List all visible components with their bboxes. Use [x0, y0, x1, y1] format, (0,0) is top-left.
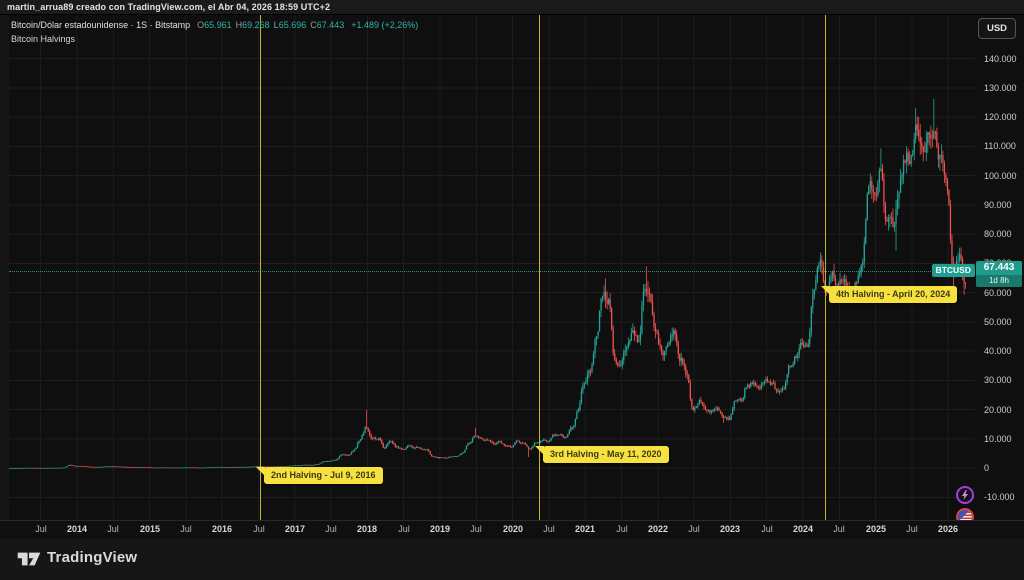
grid-lines: [9, 15, 975, 520]
time-tick: Jul: [107, 524, 119, 534]
time-tick: 2021: [574, 524, 596, 534]
close-label: C: [310, 20, 317, 30]
time-tick: 2023: [719, 524, 741, 534]
footer-bar: TradingView: [0, 537, 1024, 580]
tradingview-wordmark[interactable]: TradingView: [47, 549, 138, 566]
time-tick: 2026: [937, 524, 959, 534]
time-tick: Jul: [688, 524, 700, 534]
low-label: L: [273, 20, 279, 30]
halving-line[interactable]: [825, 15, 826, 532]
chart-pane[interactable]: 2nd Halving - Jul 9, 2016 3rd Halving - M…: [0, 15, 1024, 532]
price-tick: 90.000: [984, 199, 1012, 210]
time-tick: 2025: [865, 524, 887, 534]
price-tick: 100.000: [984, 170, 1017, 181]
time-tick: 2016: [211, 524, 233, 534]
time-tick: 2014: [66, 524, 88, 534]
tradingview-logo-icon[interactable]: [17, 550, 41, 573]
time-tick: 2019: [429, 524, 451, 534]
change-value: +1.489 (+2,26%): [351, 20, 419, 30]
attribution-bar: martin_arrua89 creado con TradingView.co…: [0, 0, 1024, 15]
high-label: H: [235, 20, 243, 30]
price-tick: 10.000: [984, 433, 1012, 444]
lightning-glyph: [962, 490, 968, 500]
current-price-line: [9, 271, 975, 272]
time-tick: 2022: [647, 524, 669, 534]
time-tick: Jul: [543, 524, 555, 534]
bar-countdown: 1d 8h: [976, 275, 1022, 287]
pane-left-margin: [0, 15, 9, 520]
open-label: O: [197, 20, 205, 30]
close-value: 67.443: [316, 20, 345, 30]
symbol-title[interactable]: Bitcoin/Dólar estadounidense · 1S · Bits…: [11, 20, 191, 30]
time-tick: 2018: [356, 524, 378, 534]
symbol-price-flag: BTCUSD: [931, 264, 975, 277]
last-price: 67.443: [983, 262, 1015, 273]
time-tick: 2017: [284, 524, 306, 534]
halving-line[interactable]: [260, 15, 261, 532]
low-value: 65.696: [278, 20, 307, 30]
price-tick: 120.000: [984, 112, 1017, 123]
price-tick: -10.000: [984, 492, 1015, 503]
time-tick: 2015: [139, 524, 161, 534]
price-tick: 130.000: [984, 82, 1017, 93]
time-tick: Jul: [616, 524, 628, 534]
time-axis[interactable]: Jul 2014 Jul 2015 Jul 2016 Jul 2017 Jul 2018 Jul 20…: [0, 520, 1024, 537]
time-tick: Jul: [906, 524, 918, 534]
price-tick: 110.000: [984, 141, 1016, 152]
halving-line[interactable]: [539, 15, 540, 532]
time-tick: Jul: [398, 524, 410, 534]
symbol-name: BTCUSD: [935, 265, 971, 275]
halving-label[interactable]: 3rd Halving - May 11, 2020: [535, 446, 669, 463]
time-tick: 2020: [502, 524, 524, 534]
time-tick: Jul: [833, 524, 845, 534]
price-tick: 50.000: [984, 316, 1012, 327]
high-value: 69.268: [242, 20, 270, 30]
last-price-box: 67.443 1d 8h: [976, 261, 1022, 287]
candlestick-series: [9, 98, 968, 469]
candlestick-plot[interactable]: [9, 15, 975, 520]
price-tick: 0: [984, 463, 990, 474]
currency-button[interactable]: USD: [978, 18, 1016, 39]
time-tick: Jul: [470, 524, 482, 534]
lightning-icon[interactable]: [956, 486, 974, 504]
halving-label[interactable]: 2nd Halving - Jul 9, 2016: [256, 467, 383, 484]
price-tick: 20.000: [984, 404, 1012, 415]
indicator-label[interactable]: Bitcoin Halvings: [11, 34, 76, 44]
time-tick: Jul: [253, 524, 265, 534]
legend-main-row: Bitcoin/Dólar estadounidense · 1S · Bits…: [11, 20, 418, 30]
chart-legend: Bitcoin/Dólar estadounidense · 1S · Bits…: [11, 20, 418, 44]
time-tick: 2024: [792, 524, 814, 534]
price-tick: 140.000: [984, 53, 1017, 64]
open-value: 65.961: [204, 20, 232, 30]
time-tick: Jul: [761, 524, 773, 534]
attribution-text: martin_arrua89 creado con TradingView.co…: [7, 2, 331, 12]
price-tick: 60.000: [984, 287, 1012, 298]
price-tick: 30.000: [984, 375, 1012, 386]
time-tick: Jul: [325, 524, 337, 534]
price-tick: 80.000: [984, 229, 1012, 240]
time-tick: Jul: [35, 524, 47, 534]
halving-label[interactable]: 4th Halving - April 20, 2024: [820, 286, 958, 303]
price-tick: 40.000: [984, 346, 1012, 357]
time-tick: Jul: [180, 524, 192, 534]
